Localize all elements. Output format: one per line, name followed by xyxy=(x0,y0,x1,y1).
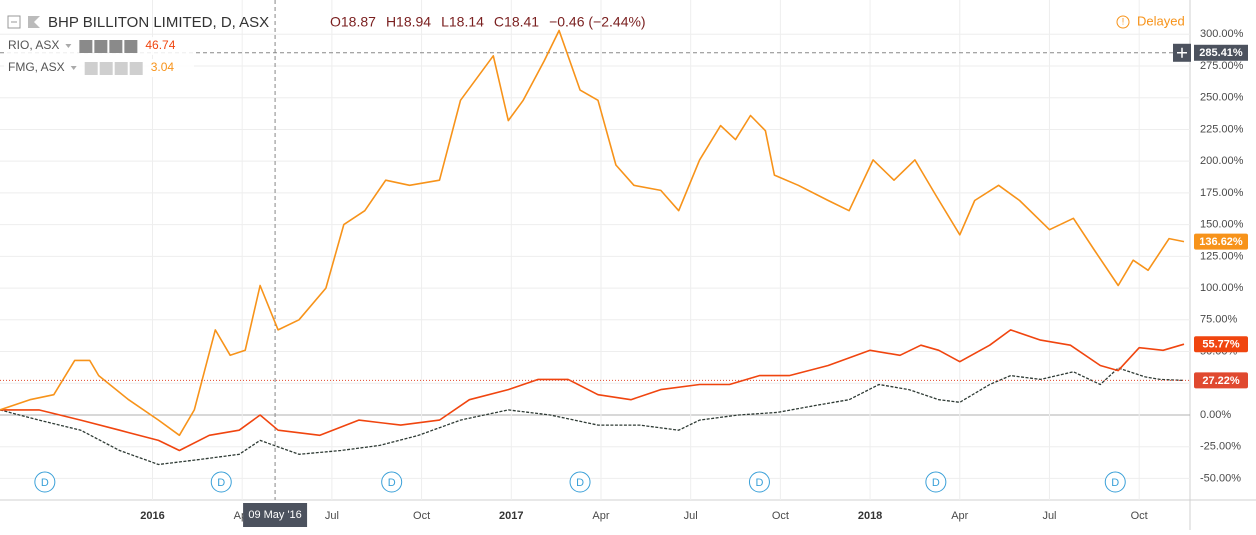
price-badge xyxy=(1194,336,1248,353)
legend-button[interactable] xyxy=(84,62,98,75)
price-badge-label: 136.62% xyxy=(1199,236,1243,248)
dividend-label: D xyxy=(576,477,584,489)
y-tick-label: 125.00% xyxy=(1200,250,1244,262)
y-tick-label: 0.00% xyxy=(1200,409,1231,421)
legend-button[interactable] xyxy=(129,62,143,75)
x-tick-label: 2016 xyxy=(140,510,164,522)
crosshair-price-label: 285.41% xyxy=(1199,47,1243,59)
plot-area xyxy=(0,0,1190,500)
y-tick-label: 100.00% xyxy=(1200,282,1244,294)
series-line xyxy=(0,329,1185,452)
series-line xyxy=(0,29,1185,437)
dividend-marker xyxy=(748,471,770,493)
legend-button[interactable] xyxy=(99,62,113,75)
legend-row: RIO, ASX 46.74 xyxy=(4,37,194,55)
y-tick-label: 275.00% xyxy=(1200,60,1244,72)
dividend-label: D xyxy=(932,477,940,489)
collapse-button[interactable] xyxy=(7,15,21,29)
delayed-status: Delayed xyxy=(1137,13,1185,28)
y-tick-label: 200.00% xyxy=(1200,155,1244,167)
legend-menu-arrow xyxy=(70,66,77,70)
ohlc-value: −0.46 (−2.44%) xyxy=(549,14,646,30)
legend-button[interactable] xyxy=(109,40,123,53)
price-badge-label: 27.22% xyxy=(1202,375,1240,387)
ohlc-value: O18.87 xyxy=(330,14,376,30)
crosshair-price-badge xyxy=(1194,44,1248,61)
legend-button[interactable] xyxy=(94,40,108,53)
legend-row: FMG, ASX 3.04 xyxy=(4,59,194,77)
legend-price: 46.74 xyxy=(145,38,175,52)
dividend-marker xyxy=(381,471,403,493)
flag-icon[interactable] xyxy=(28,16,40,28)
y-tick-label: 150.00% xyxy=(1200,219,1244,231)
legend-button[interactable] xyxy=(124,40,138,53)
legend-button[interactable] xyxy=(79,40,93,53)
legend-menu-arrow xyxy=(65,44,72,48)
dividend-marker xyxy=(925,471,947,493)
crosshair-add-icon xyxy=(1177,47,1187,58)
dividend-label: D xyxy=(1111,477,1119,489)
y-tick-label: 175.00% xyxy=(1200,187,1244,199)
symbol-title: BHP BILLITON LIMITED, D, ASX xyxy=(48,14,269,31)
y-tick-label: -25.00% xyxy=(1200,441,1241,453)
legend-button[interactable] xyxy=(114,62,128,75)
delayed-icon xyxy=(1116,15,1130,29)
legend-name: RIO, ASX xyxy=(8,38,59,52)
dividend-marker xyxy=(1104,471,1126,493)
crosshair-date-label: 09 May '16 xyxy=(248,509,301,521)
x-tick-label: Apr xyxy=(951,510,968,522)
price-badge-label: 55.77% xyxy=(1202,339,1240,351)
y-tick-label: 250.00% xyxy=(1200,92,1244,104)
dividend-marker xyxy=(34,471,56,493)
dividend-label: D xyxy=(755,477,763,489)
x-tick-label: Jul xyxy=(325,510,339,522)
legend-price: 3.04 xyxy=(151,60,175,74)
ohlc-value: H18.94 xyxy=(386,14,431,30)
ohlc-values: O18.87 H18.94 L18.14 C18.41 −0.46 (−2.44%) xyxy=(330,14,646,30)
x-tick-label: Oct xyxy=(772,510,789,522)
x-tick-label: 2017 xyxy=(499,510,523,522)
price-badge xyxy=(1194,372,1248,389)
legend-name: FMG, ASX xyxy=(8,60,65,74)
x-tick-label: 2018 xyxy=(858,510,882,522)
price-badge xyxy=(1194,233,1248,250)
ohlc-value: C18.41 xyxy=(494,14,539,30)
y-tick-label: 300.00% xyxy=(1200,28,1244,40)
crosshair-date-badge xyxy=(243,503,308,527)
dividend-marker xyxy=(569,471,591,493)
dividend-label: D xyxy=(388,477,396,489)
delayed-icon-mark: ! xyxy=(1122,16,1125,26)
ohlc-value: L18.14 xyxy=(441,14,484,30)
x-tick-label: Oct xyxy=(413,510,430,522)
series-line xyxy=(0,367,1185,466)
dividend-label: D xyxy=(41,477,49,489)
x-tick-label: Jul xyxy=(684,510,698,522)
x-tick-label: Oct xyxy=(1131,510,1148,522)
y-tick-label: 225.00% xyxy=(1200,123,1244,135)
x-tick-label: Apr xyxy=(592,510,609,522)
dividend-label: D xyxy=(217,477,225,489)
legend-background xyxy=(4,59,194,77)
dividend-marker xyxy=(210,471,232,493)
y-tick-label: -50.00% xyxy=(1200,472,1241,484)
x-tick-label: Jul xyxy=(1042,510,1056,522)
y-tick-label: 75.00% xyxy=(1200,314,1238,326)
